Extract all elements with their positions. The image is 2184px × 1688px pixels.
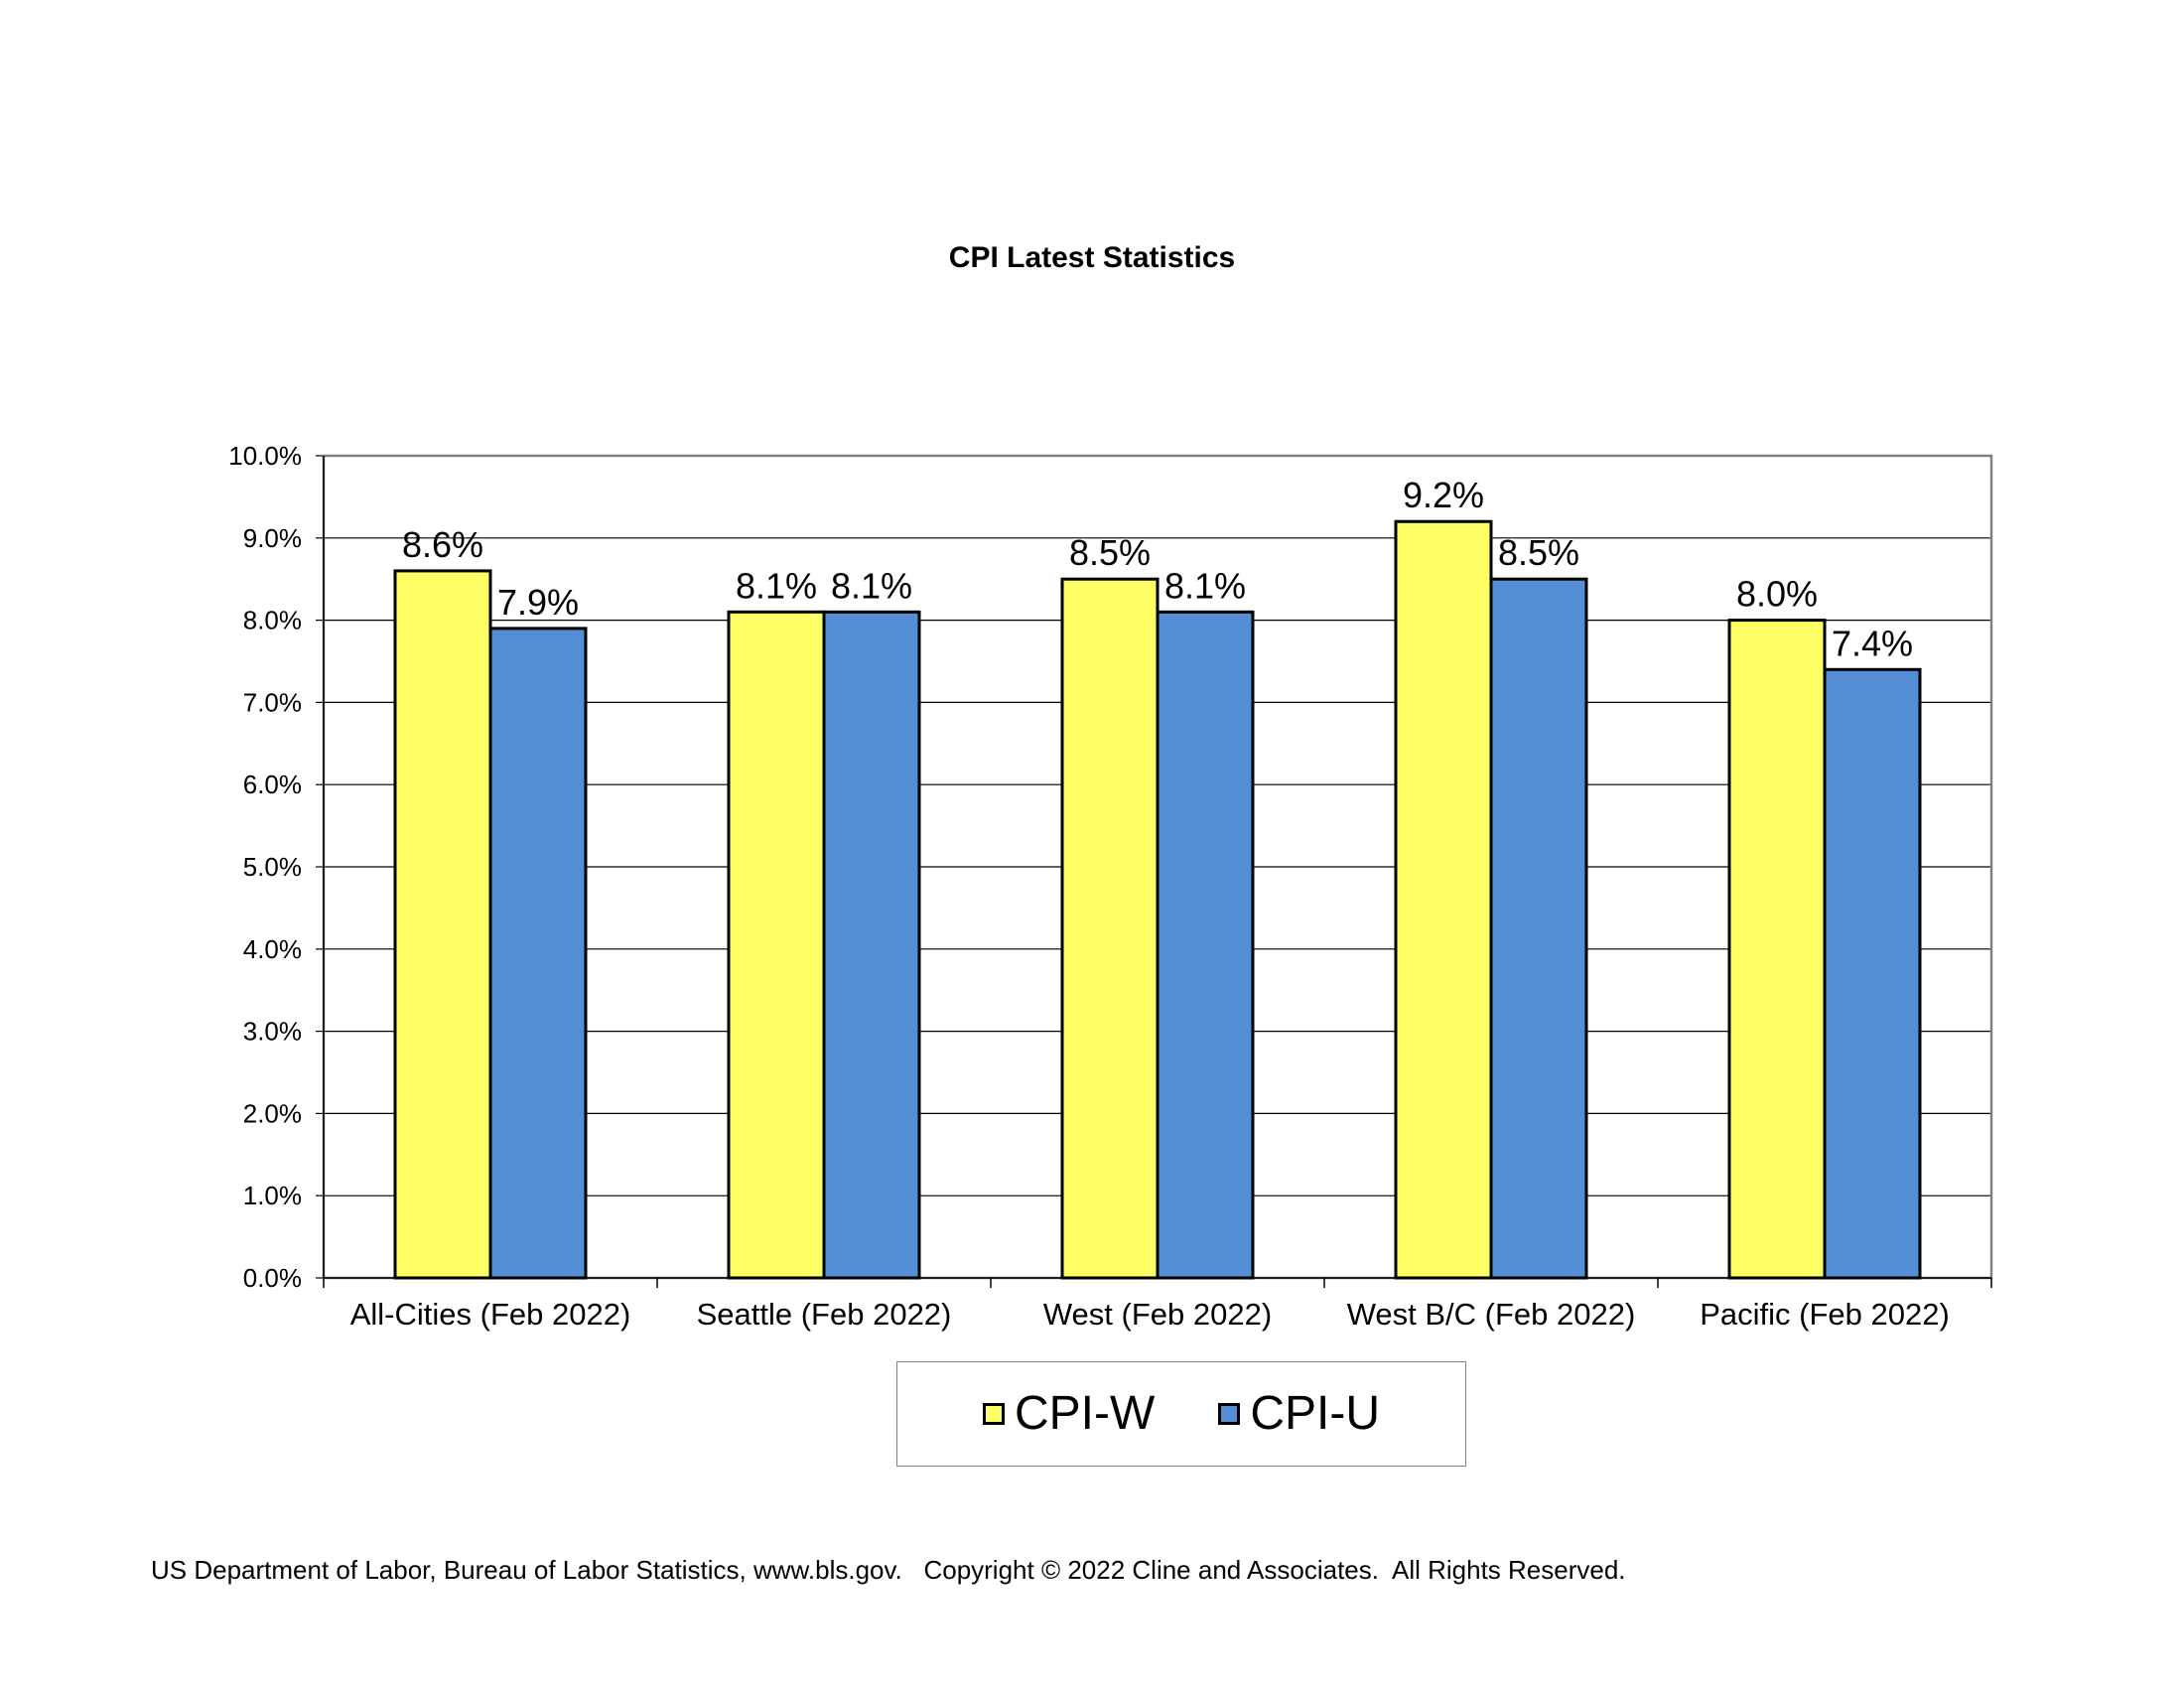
y-tick-label: 6.0% [243, 770, 302, 799]
bar-cpi-w [1727, 619, 1827, 1280]
bar-cpi-w [393, 569, 492, 1280]
data-label: 8.1% [1164, 565, 1246, 606]
bar-cpi-u [1823, 667, 1922, 1280]
data-label: 7.9% [497, 582, 579, 623]
y-tick-label: 4.0% [243, 934, 302, 964]
data-label: 8.5% [1498, 532, 1579, 573]
bar-cpi-u [822, 610, 921, 1280]
data-label: 7.4% [1832, 623, 1913, 663]
source-note: US Department of Labor, Bureau of Labor … [151, 1555, 1626, 1585]
x-tick-label: West (Feb 2022) [1043, 1297, 1272, 1332]
y-tick-label: 2.0% [243, 1098, 302, 1128]
y-tick-label: 3.0% [243, 1017, 302, 1047]
data-label: 8.5% [1069, 532, 1151, 573]
bar-cpi-w [727, 610, 826, 1280]
y-tick-label: 10.0% [228, 441, 302, 471]
legend-swatch-cpi-w [983, 1403, 1005, 1425]
x-tick-label: Seattle (Feb 2022) [697, 1297, 952, 1332]
x-tick-label: West B/C (Feb 2022) [1347, 1297, 1636, 1332]
y-tick-label: 0.0% [243, 1263, 302, 1293]
chart-title: CPI Latest Statistics [948, 241, 1236, 274]
bar-cpi-u [1489, 577, 1588, 1280]
legend-swatch-cpi-u [1218, 1403, 1241, 1425]
data-label: 8.0% [1736, 574, 1818, 615]
bar-cpi-u [488, 627, 588, 1280]
legend-item-cpi-u: CPI-U [1218, 1390, 1380, 1438]
y-tick-label: 5.0% [243, 852, 302, 882]
data-label: 8.1% [831, 565, 912, 606]
x-tick-label: All-Cities (Feb 2022) [350, 1297, 631, 1332]
y-tick-label: 1.0% [243, 1181, 302, 1210]
y-tick-label: 7.0% [243, 687, 302, 717]
data-label: 9.2% [1403, 475, 1484, 515]
legend-label-cpi-w: CPI-W [1015, 1387, 1156, 1440]
y-tick-label: 9.0% [243, 523, 302, 553]
legend: CPI-W CPI-U [896, 1361, 1466, 1467]
data-label: 8.1% [736, 565, 817, 606]
bar-cpi-w [1060, 577, 1160, 1280]
y-tick-label: 8.0% [243, 606, 302, 635]
bar-cpi-u [1156, 610, 1255, 1280]
legend-label-cpi-u: CPI-U [1250, 1387, 1380, 1440]
x-tick-label: Pacific (Feb 2022) [1700, 1297, 1950, 1332]
legend-item-cpi-w: CPI-W [983, 1390, 1155, 1438]
data-label: 8.6% [402, 524, 483, 565]
bar-cpi-w [1394, 519, 1493, 1280]
